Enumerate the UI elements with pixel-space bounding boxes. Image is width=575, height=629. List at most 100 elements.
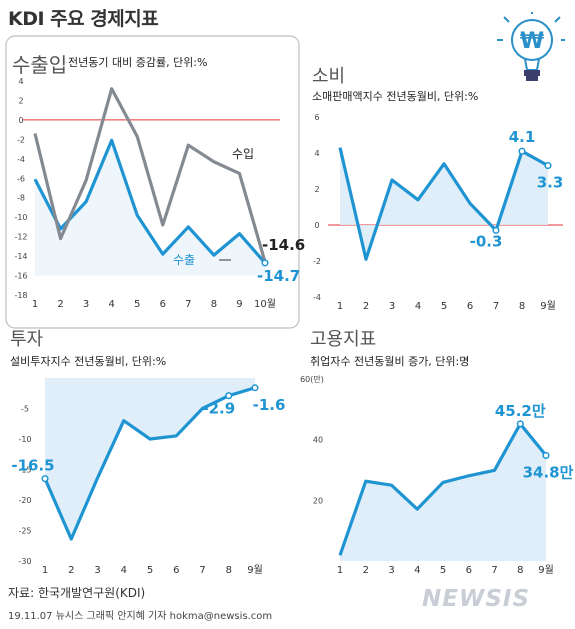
export-y-tick-label: -16 (14, 272, 27, 281)
consumption-y-tick-label: -4 (313, 293, 321, 302)
consumption-y-tick-label: 0 (314, 221, 319, 230)
investment-y-tick-label: -20 (18, 496, 31, 505)
export-y-tick-label: -8 (17, 194, 25, 203)
investment-y-tick-label: -15 (18, 466, 31, 475)
investment-area-fill (45, 378, 255, 540)
export-end-marker (261, 259, 269, 267)
employment-y-tick-label: 20 (313, 496, 323, 505)
employment-chart-subtitle: 취업자수 전년동월비 증가, 단위:명 (310, 355, 469, 368)
consumption-y-tick-label: 2 (314, 185, 319, 194)
export-area-fill (35, 140, 265, 276)
investment-point-marker (41, 475, 49, 483)
import-series-line (33, 87, 267, 263)
export-x-tick-label: 5 (134, 299, 140, 310)
consumption-point-marker (544, 162, 552, 170)
investment-data-label: -1.6 (253, 396, 286, 414)
employment-x-tick-label: 5 (440, 565, 446, 576)
export-x-tick-label: 3 (83, 299, 89, 310)
export-x-tick-label: 9 (236, 299, 242, 310)
export-x-tick-label: 1 (32, 299, 38, 310)
investment-point-marker (251, 384, 259, 392)
export-y-tick-label: -2 (17, 135, 25, 144)
import-series-name: 수입 (232, 147, 254, 161)
export-x-tick-label: 4 (108, 299, 114, 310)
employment-data-label: 34.8만 (523, 463, 574, 481)
investment-x-tick-label: 4 (121, 565, 127, 576)
employment-x-tick-label: 7 (491, 565, 497, 576)
export-series-line (33, 138, 267, 264)
export-x-tick-label: 7 (185, 299, 191, 310)
investment-x-tick-label: 3 (94, 565, 100, 576)
export-x-tick-label: 6 (160, 299, 166, 310)
export-y-tick-label: -10 (14, 213, 27, 222)
employment-x-tick-label: 2 (363, 565, 369, 576)
investment-y-tick-label: -25 (18, 527, 31, 536)
employment-chart-title: 고용지표 (310, 329, 376, 350)
credit-note: 19.11.07 뉴시스 그래픽 안지혜 기자 hokma@newsis.com (8, 611, 273, 622)
source-note: 자료: 한국개발연구원(KDI) (8, 586, 146, 600)
employment-x-tick-label: 1 (337, 565, 343, 576)
consumption-data-label: 3.3 (537, 174, 564, 192)
consumption-x-tick-label: 5 (441, 301, 447, 312)
export-y-tick-label: 4 (18, 77, 23, 86)
investment-chart-title: 투자 (10, 329, 44, 350)
consumption-y-tick-label: -2 (313, 257, 321, 266)
export-chart-subtitle: 전년동기 대비 증감률, 단위:% (68, 56, 207, 69)
employment-y-tick-label: 40 (313, 436, 323, 445)
consumption-area-fill (340, 147, 548, 260)
export-panel-frame (5, 35, 300, 329)
export-chart-title: 수출입 (12, 53, 67, 77)
employment-point-marker (542, 451, 550, 459)
employment-x-tick-label: 6 (466, 565, 472, 576)
consumption-x-tick-label: 7 (493, 301, 499, 312)
investment-data-label: -2.9 (202, 400, 235, 418)
export-series-name: 수출 (173, 253, 195, 267)
employment-x-tick-label: 8 (517, 565, 523, 576)
consumption-data-label: -0.3 (470, 232, 503, 250)
newsis-watermark: NEWSIS (422, 586, 531, 612)
investment-y-tick-label: -10 (18, 435, 31, 444)
investment-data-label: -16.5 (11, 457, 54, 475)
export-y-tick-label: -6 (17, 174, 25, 183)
export-y-tick-label: -4 (17, 155, 25, 164)
employment-y-tick-label: 60(만) (300, 375, 324, 384)
export-x-tick-label: 10월 (254, 298, 276, 310)
consumption-series-line (338, 147, 549, 261)
export-y-tick-label: -18 (14, 291, 27, 300)
consumption-chart-title: 소비 (312, 66, 345, 87)
export-y-tick-label: 2 (18, 96, 23, 105)
consumption-point-marker (518, 147, 526, 155)
consumption-x-tick-label: 6 (467, 301, 473, 312)
employment-x-tick-label: 4 (414, 565, 420, 576)
export-y-tick-label: 0 (18, 116, 23, 125)
consumption-y-tick-label: 6 (314, 113, 319, 122)
export-y-tick-label: -12 (14, 233, 27, 242)
investment-x-tick-label: 1 (42, 565, 48, 576)
consumption-x-tick-label: 1 (337, 301, 343, 312)
investment-x-tick-label: 7 (199, 565, 205, 576)
consumption-x-tick-label: 3 (389, 301, 395, 312)
employment-data-label: 45.2만 (495, 402, 546, 420)
consumption-point-marker (492, 226, 500, 234)
export-x-tick-label: 8 (211, 299, 217, 310)
consumption-x-tick-label: 2 (363, 301, 369, 312)
consumption-data-label: 4.1 (509, 128, 536, 146)
employment-area-fill (340, 423, 546, 561)
investment-x-tick-label: 2 (68, 565, 74, 576)
svg-text:₩: ₩ (520, 29, 544, 54)
investment-point-marker (225, 392, 233, 400)
export-end-data-label: -14.7 (257, 267, 300, 285)
consumption-x-tick-label: 4 (415, 301, 421, 312)
consumption-chart-subtitle: 소매판매액지수 전년동월비, 단위:% (312, 90, 478, 103)
consumption-y-tick-label: 4 (314, 149, 319, 158)
employment-x-tick-label: 3 (388, 565, 394, 576)
investment-series-line (43, 386, 256, 541)
investment-chart-subtitle: 설비투자지수 전년동월비, 단위:% (10, 355, 166, 368)
investment-x-tick-label: 9월 (247, 564, 263, 576)
page-title: KDI 주요 경제지표 (8, 8, 159, 30)
export-y-tick-label: -14 (14, 252, 27, 261)
investment-x-tick-label: 8 (226, 565, 232, 576)
employment-point-marker (516, 420, 524, 428)
export-x-tick-label: 2 (57, 299, 63, 310)
